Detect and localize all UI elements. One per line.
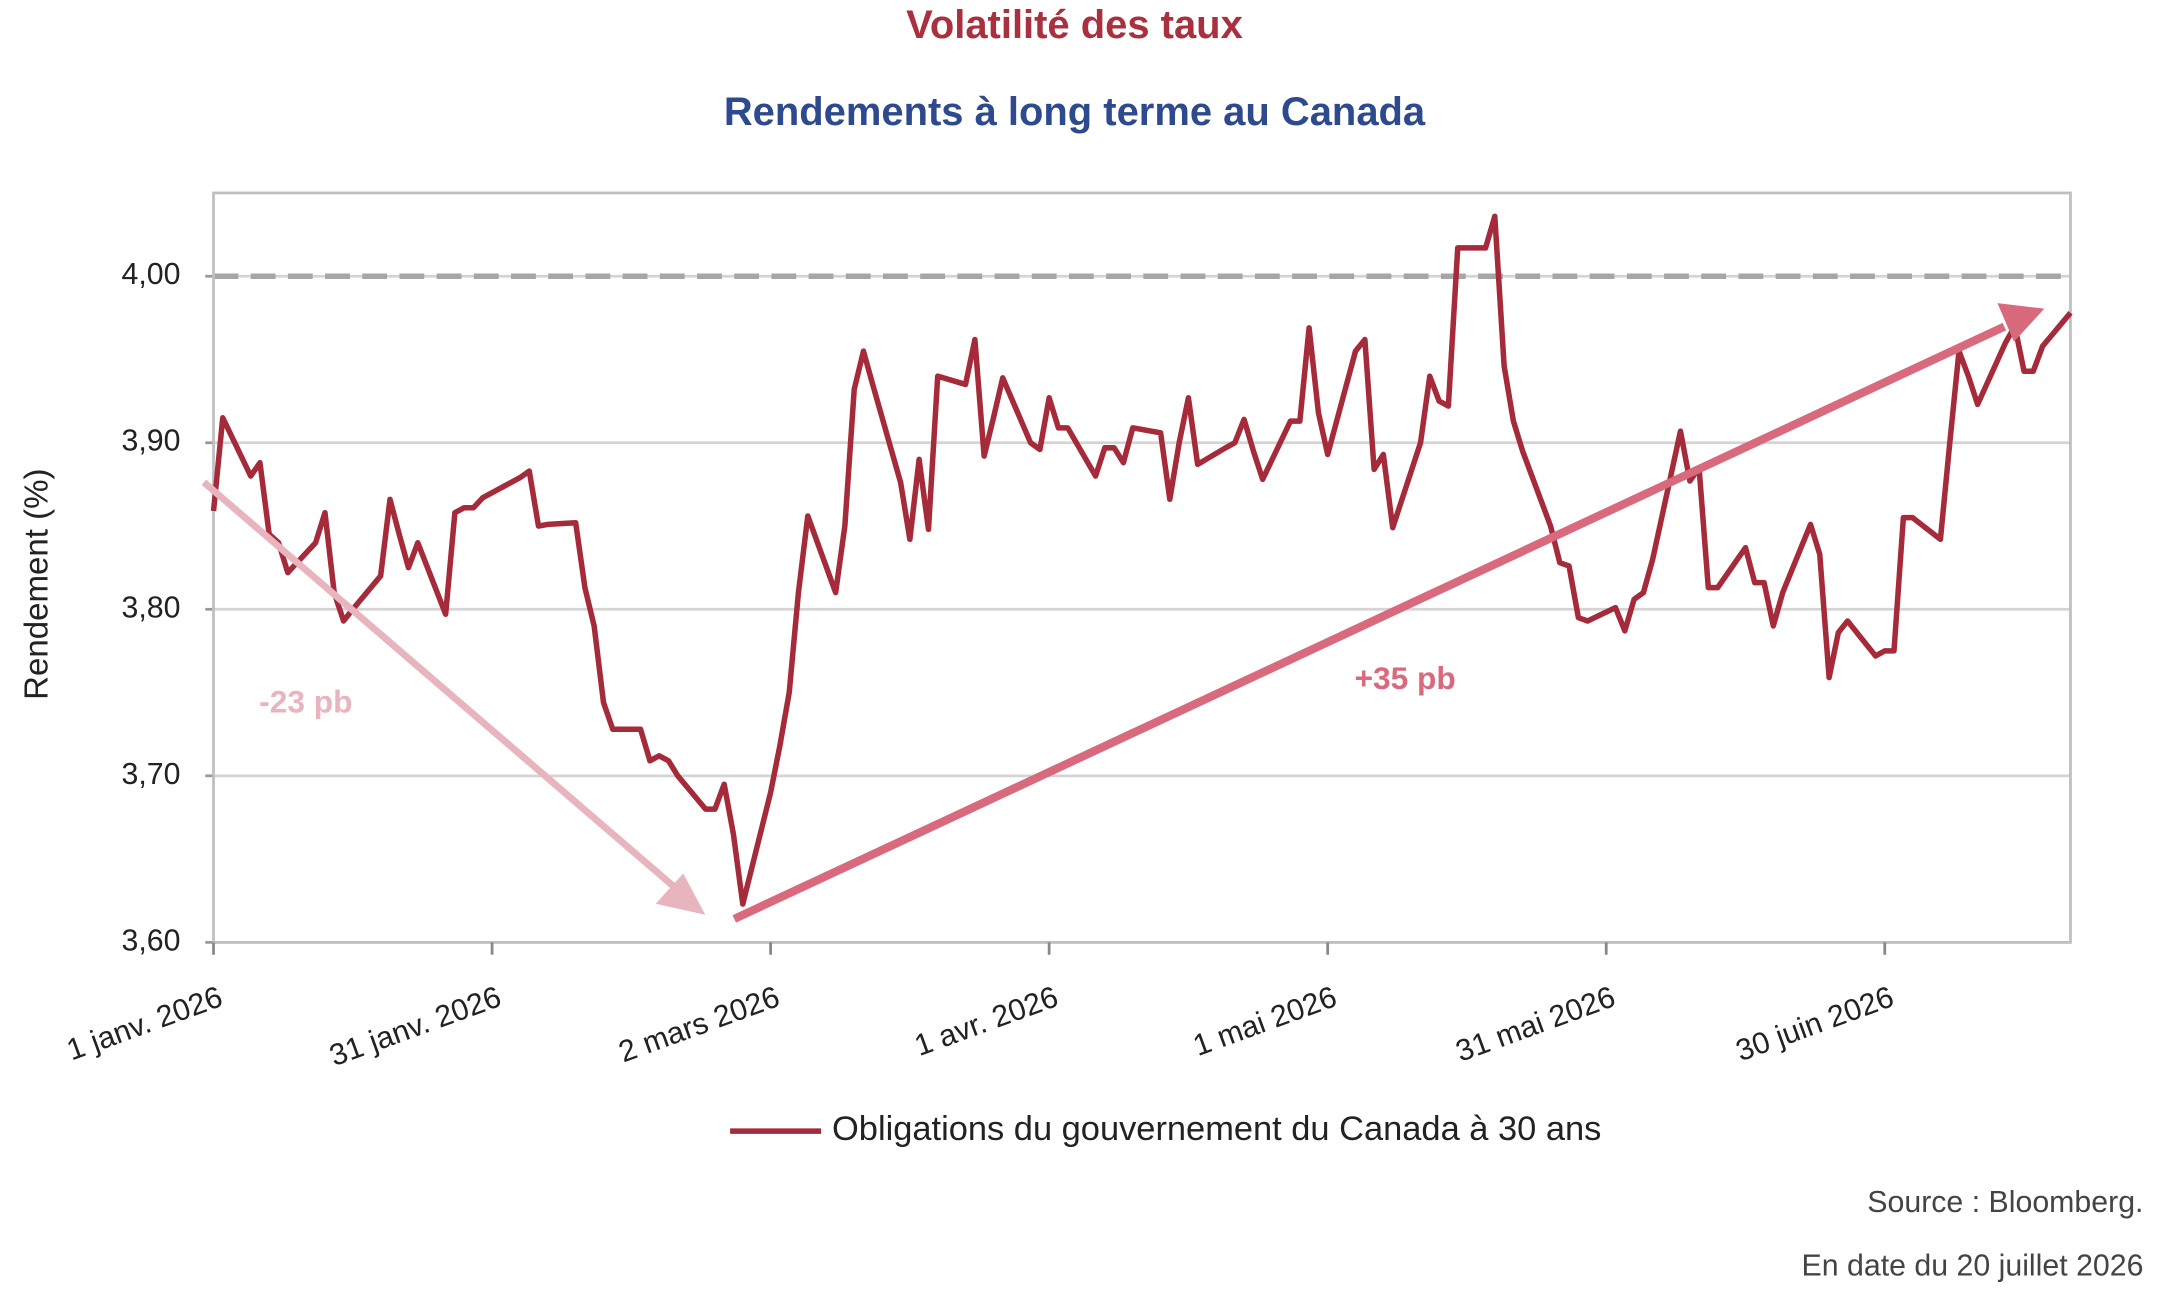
- annotation: +35 pb: [1354, 660, 1455, 696]
- plot-area: 3,60 3,70 3,80 3,90 4,00 1 janv. 2026 31 janv.…: [63, 191, 2073, 1073]
- trend-arrows: [201, 303, 2045, 923]
- chart-subtitle: Rendements à long terme au Canada: [724, 90, 1426, 134]
- up-arrow-head: [1997, 303, 2045, 342]
- x-tick-label: 1 avr. 2026: [910, 981, 1062, 1063]
- plot-frame: [212, 191, 2072, 944]
- y-tick-label: 3,60: [121, 924, 180, 957]
- up-arrow-shaft: [732, 322, 2007, 923]
- x-tick-label: 30 juin 2026: [1732, 981, 1898, 1068]
- x-tick-label: 31 mai 2026: [1452, 981, 1620, 1069]
- y-axis-label: Rendement (%): [18, 468, 55, 699]
- y-tick-label: 3,70: [121, 758, 180, 791]
- x-tick-label: 1 mai 2026: [1189, 981, 1341, 1063]
- x-tick-label: 31 janv. 2026: [325, 981, 505, 1073]
- y-tick-label: 3,80: [121, 591, 180, 624]
- down-arrow-shaft: [201, 479, 681, 893]
- annotation: -23 pb: [259, 683, 352, 719]
- x-tick-label: 1 janv. 2026: [63, 981, 227, 1068]
- y-tick-label: 4,00: [121, 258, 180, 291]
- source-note: Source : Bloomberg.: [1867, 1186, 2143, 1219]
- y-tick-label: 3,90: [121, 425, 180, 458]
- chart-title: Volatilité des taux: [906, 3, 1243, 47]
- data-line: [210, 213, 2073, 907]
- down-arrow-head: [655, 873, 706, 915]
- legend-label: Obligations du gouvernement du Canada à …: [832, 1110, 1601, 1148]
- date-note: En date du 20 juillet 2026: [1802, 1249, 2144, 1282]
- x-tick-label: 2 mars 2026: [614, 981, 784, 1070]
